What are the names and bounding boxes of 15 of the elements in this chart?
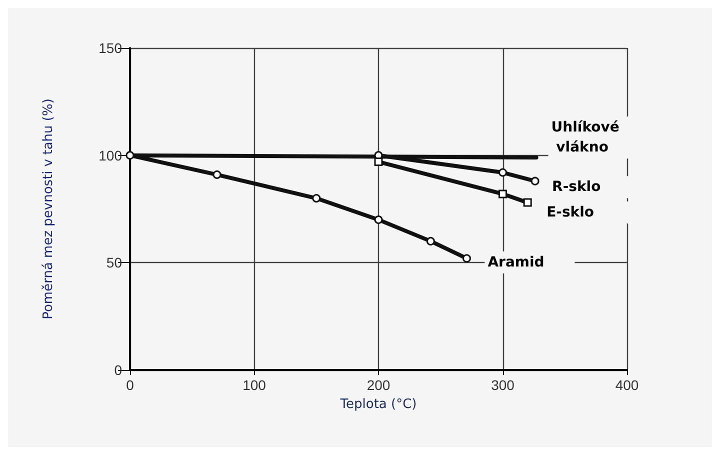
y-tick-label: 50	[106, 254, 122, 271]
x-tick-label: 300	[491, 377, 515, 393]
series-label: E-sklo	[546, 204, 594, 221]
x-tick-label: 400	[615, 377, 639, 393]
y-tick-label: 100	[98, 147, 122, 164]
y-tick-label: 150	[98, 40, 122, 56]
x-axis-title: Teplota (°C)	[339, 397, 417, 412]
y-axis-title: Poměrná mez pevnosti v tahu (%)	[41, 98, 56, 320]
x-tick-label: 100	[242, 377, 266, 393]
series-label: Aramid	[488, 254, 544, 270]
x-tick-label: 0	[126, 377, 134, 393]
series-label: Uhlíkové vlákno	[551, 119, 620, 156]
y-tick-label: 0	[114, 362, 122, 378]
series-label: R-sklo	[552, 179, 602, 196]
x-tick-label: 200	[366, 377, 390, 393]
